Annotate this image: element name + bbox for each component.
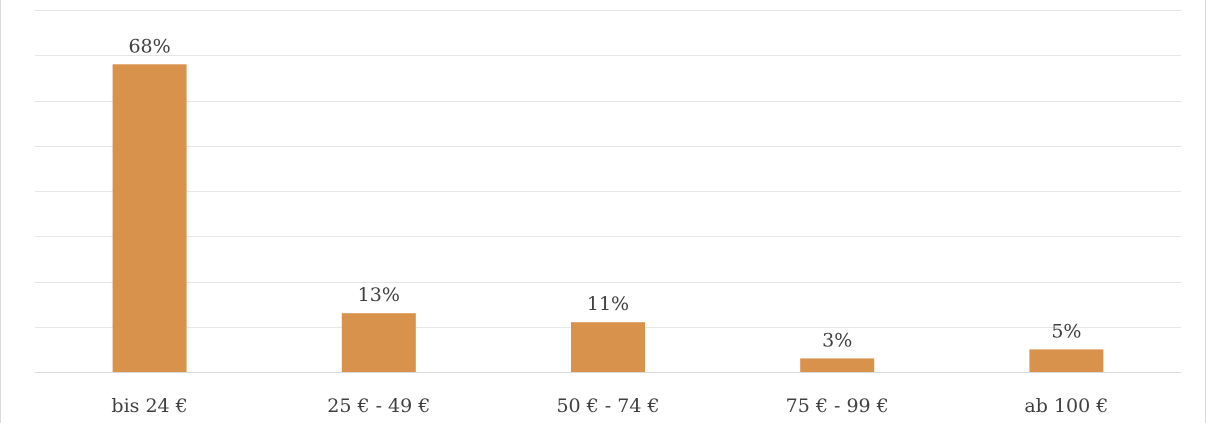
data-label: 5% bbox=[1051, 320, 1081, 342]
gridlines bbox=[35, 10, 1181, 373]
data-label: 11% bbox=[587, 293, 629, 315]
bar bbox=[571, 322, 645, 372]
bars bbox=[112, 64, 1104, 373]
x-tick-label: ab 100 € bbox=[1024, 395, 1108, 417]
x-tick-label: 50 € - 74 € bbox=[556, 395, 659, 417]
bar bbox=[341, 313, 416, 372]
data-label: 3% bbox=[822, 329, 852, 351]
data-label: 68% bbox=[128, 35, 170, 57]
data-label: 13% bbox=[358, 284, 400, 306]
x-axis-tick-labels: bis 24 € 25 € - 49 € 50 € - 74 € 75 € - 99 … bbox=[111, 395, 1108, 417]
bar bbox=[112, 64, 187, 373]
bar bbox=[1029, 349, 1104, 372]
x-tick-label: 25 € - 49 € bbox=[327, 395, 430, 417]
bar bbox=[800, 358, 875, 372]
x-tick-label: 75 € - 99 € bbox=[786, 395, 889, 417]
x-tick-label: bis 24 € bbox=[111, 395, 187, 417]
data-labels: 68% 13% 11% 3% 5% bbox=[128, 35, 1081, 351]
